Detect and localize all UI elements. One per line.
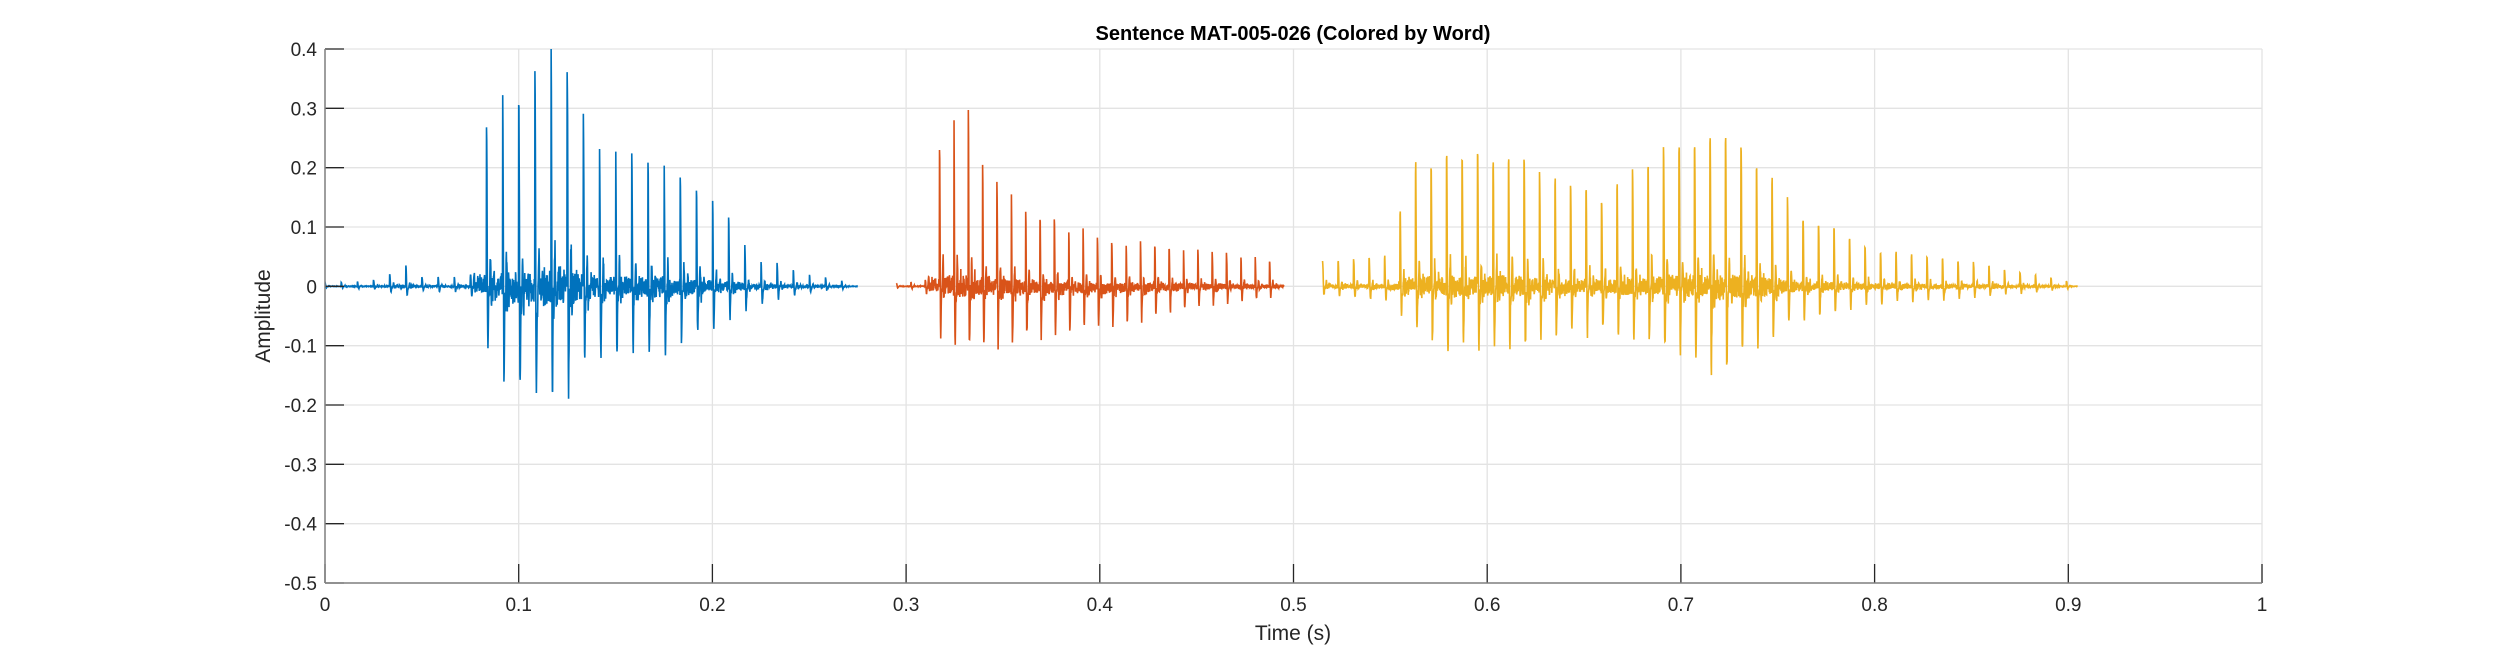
y-tick-label: -0.4 (284, 515, 317, 536)
waveform-lines (324, 48, 2078, 399)
x-tick-label: 1 (2257, 595, 2268, 616)
x-tick-label: 0.4 (1087, 595, 1114, 616)
waveform-word-3 (1321, 137, 2078, 376)
x-tick-label: 0.8 (1861, 595, 1887, 616)
y-tick-label: 0 (306, 277, 317, 298)
x-tick-label: 0.9 (2055, 595, 2081, 616)
x-tick-label: 0.2 (699, 595, 725, 616)
x-tick-label: 0.5 (1280, 595, 1306, 616)
grid (324, 48, 2263, 584)
y-tick-label: -0.1 (284, 337, 317, 358)
y-axis-label: Amplitude (252, 269, 275, 362)
y-tick-label: 0.4 (291, 40, 318, 61)
x-axis-label: Time (s) (1255, 622, 1331, 645)
y-tick-label: -0.3 (284, 455, 317, 476)
y-tick-label: 0.2 (291, 159, 317, 180)
y-tick-label: -0.2 (284, 396, 317, 417)
x-tick-label: 0.1 (505, 595, 531, 616)
y-tick-label: 0.1 (291, 218, 317, 239)
waveform-word-1 (324, 48, 859, 399)
x-tick-label: 0.6 (1474, 595, 1500, 616)
y-tick-label: -0.5 (284, 574, 317, 595)
x-tick-label: 0.7 (1668, 595, 1694, 616)
waveform-word-2 (895, 110, 1285, 350)
chart-title: Sentence MAT-005-026 (Colored by Word) (1096, 23, 1491, 45)
axes: 0 0.1 0.2 0.3 0.4 0.5 0.6 0.7 0.8 0.9 1 0.4 0.3 0.2 0.… (284, 40, 2267, 616)
x-tick-label: 0.3 (893, 595, 919, 616)
x-tick-label: 0 (320, 595, 331, 616)
y-tick-label: 0.3 (291, 99, 317, 120)
